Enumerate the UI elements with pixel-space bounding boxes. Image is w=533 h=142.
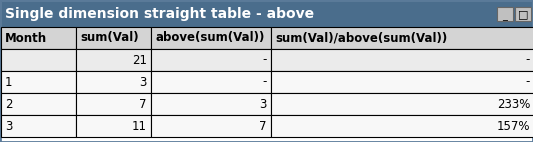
Text: 3: 3 bbox=[140, 76, 147, 88]
Text: 11: 11 bbox=[132, 120, 147, 132]
Text: _: _ bbox=[503, 11, 507, 21]
Bar bbox=[515, 7, 531, 21]
Bar bbox=[151, 27, 271, 49]
Bar bbox=[1, 49, 76, 71]
Bar bbox=[76, 93, 151, 115]
Text: □: □ bbox=[518, 9, 528, 19]
Bar bbox=[76, 27, 151, 49]
Bar bbox=[1, 1, 532, 27]
Bar bbox=[151, 93, 271, 115]
Text: sum(Val): sum(Val) bbox=[80, 32, 139, 44]
Bar bbox=[151, 115, 271, 137]
Bar bbox=[271, 71, 533, 93]
Text: -: - bbox=[526, 76, 530, 88]
Text: -: - bbox=[526, 54, 530, 66]
Text: Month: Month bbox=[5, 32, 47, 44]
Text: 21: 21 bbox=[132, 54, 147, 66]
Text: 2: 2 bbox=[5, 98, 12, 110]
Text: sum(Val)/above(sum(Val)): sum(Val)/above(sum(Val)) bbox=[275, 32, 447, 44]
Bar bbox=[497, 7, 513, 21]
Bar bbox=[271, 27, 533, 49]
Bar bbox=[151, 71, 271, 93]
Text: 233%: 233% bbox=[497, 98, 530, 110]
Bar bbox=[151, 49, 271, 71]
Text: above(sum(Val)): above(sum(Val)) bbox=[155, 32, 264, 44]
Text: 157%: 157% bbox=[497, 120, 530, 132]
Text: 7: 7 bbox=[260, 120, 267, 132]
Bar bbox=[271, 93, 533, 115]
Text: Single dimension straight table - above: Single dimension straight table - above bbox=[5, 7, 314, 21]
Bar bbox=[76, 115, 151, 137]
Bar bbox=[1, 115, 76, 137]
Bar bbox=[1, 93, 76, 115]
Bar bbox=[1, 27, 76, 49]
Text: 3: 3 bbox=[260, 98, 267, 110]
Bar bbox=[271, 49, 533, 71]
Text: -: - bbox=[263, 54, 267, 66]
Text: 3: 3 bbox=[5, 120, 12, 132]
Text: -: - bbox=[263, 76, 267, 88]
Bar bbox=[271, 115, 533, 137]
Text: 1: 1 bbox=[5, 76, 12, 88]
Bar bbox=[76, 49, 151, 71]
Bar bbox=[76, 71, 151, 93]
Text: 7: 7 bbox=[140, 98, 147, 110]
Bar bbox=[1, 71, 76, 93]
